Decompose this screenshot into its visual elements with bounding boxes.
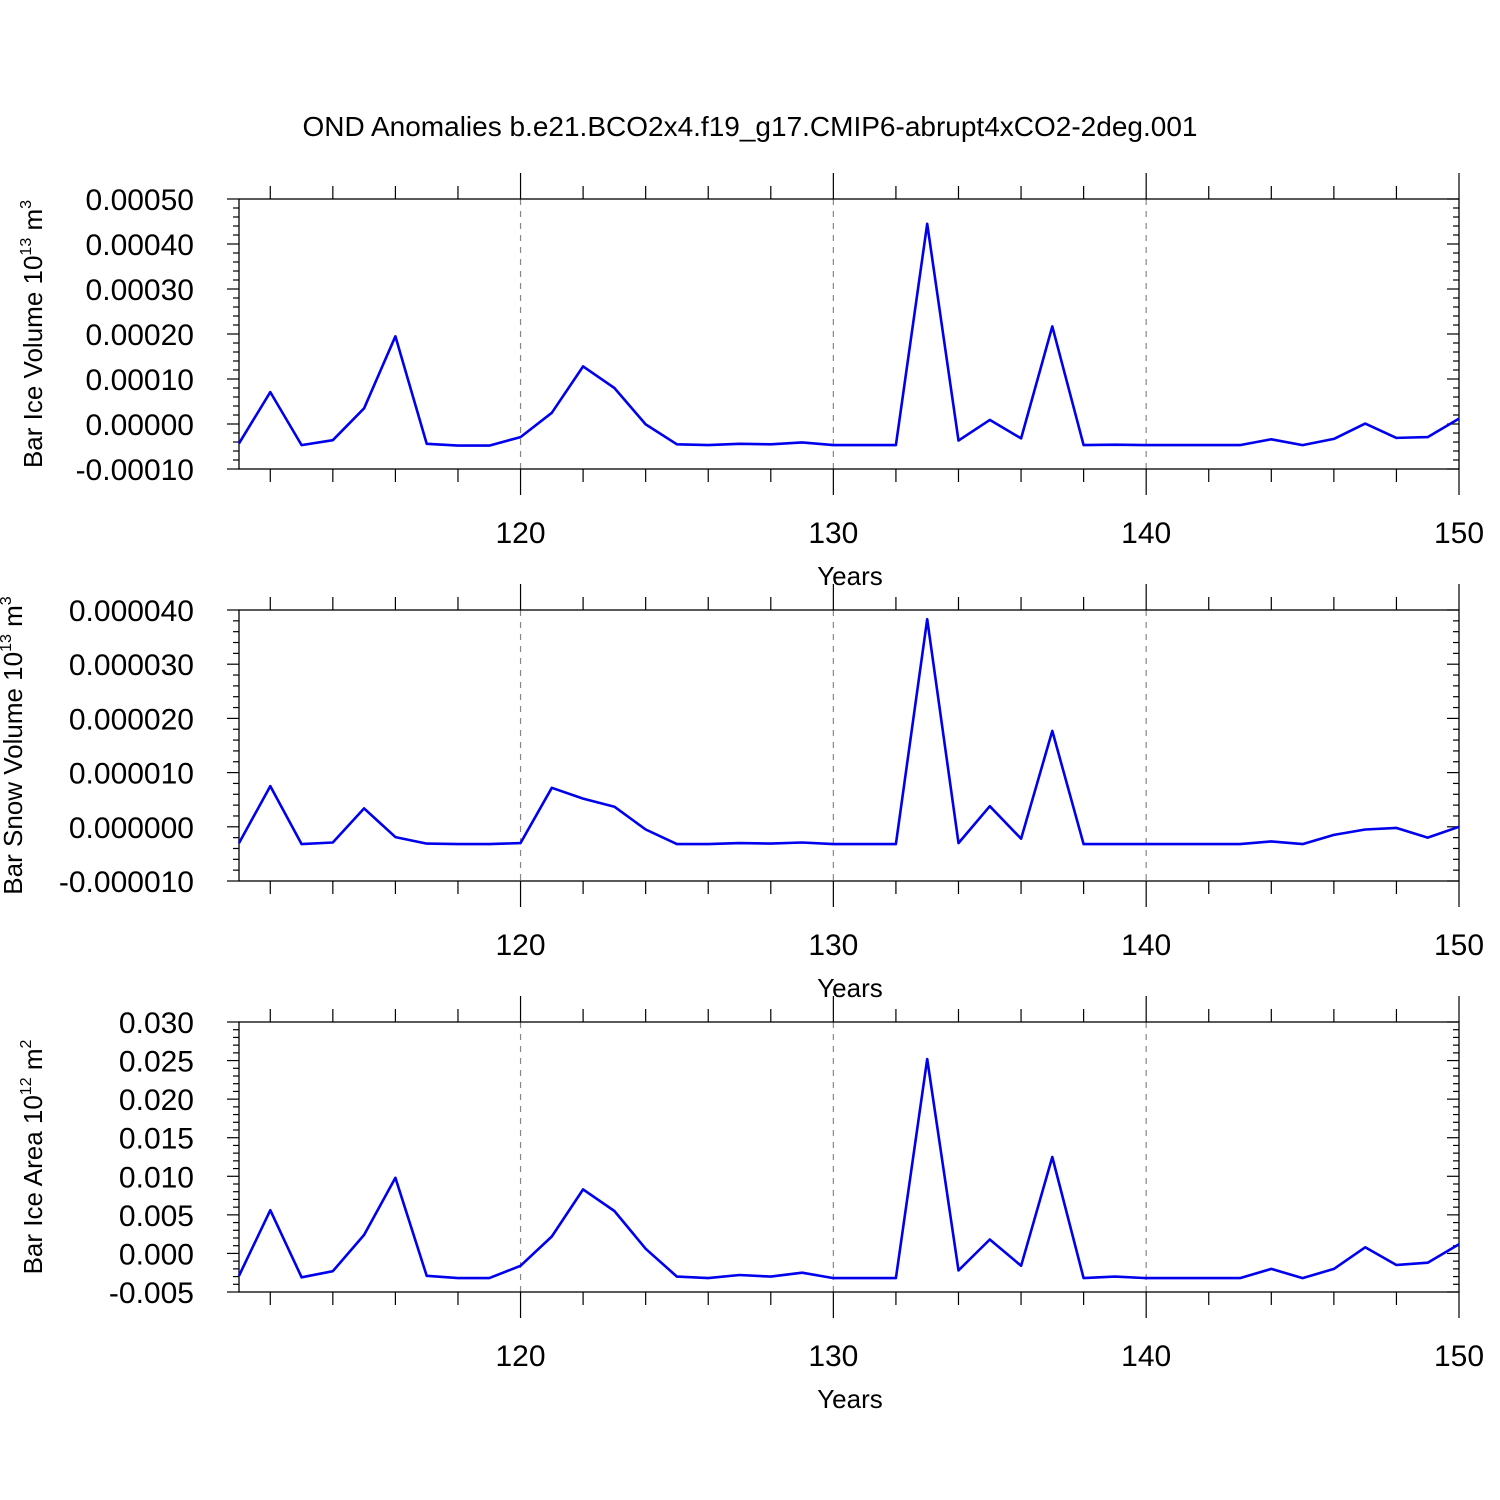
y-tick-label: 0.015: [119, 1123, 194, 1156]
y-axis-label-superscript: 13: [0, 634, 15, 652]
y-tick-label: 0.00030: [86, 274, 194, 307]
y-axis-label-superscript: 13: [18, 238, 35, 256]
y-tick-label: 0.000: [119, 1238, 194, 1271]
y-axis-label-part: m: [18, 1048, 48, 1077]
y-tick-label: 0.00050: [86, 184, 194, 217]
x-axis-label: Years: [817, 561, 883, 591]
x-axis-label: Years: [817, 973, 883, 1003]
y-tick-label: 0.005: [119, 1200, 194, 1233]
y-tick-label: 0.000000: [69, 812, 194, 845]
y-tick-label: 0.000040: [69, 595, 194, 628]
y-axis-label-superscript: 3: [18, 200, 35, 209]
y-tick-label: -0.005: [109, 1277, 194, 1310]
plot-frame: [238, 1021, 1460, 1293]
panels: -0.00010 0.00000 0.00010 0.00020 0.00030 0.00…: [0, 173, 1484, 1414]
y-axis-label: Bar Snow Volume 1013 m3: [0, 596, 28, 895]
y-tick-label: 0.00010: [86, 364, 194, 397]
y-tick-label: 0.025: [119, 1046, 194, 1079]
x-tick-label: 120: [496, 517, 546, 550]
y-axis-label-part: m: [18, 209, 48, 238]
y-tick-label: 0.00040: [86, 229, 194, 262]
data-series-line: [237, 617, 1460, 846]
x-tick-label: 130: [808, 1340, 858, 1373]
x-tick-label: 150: [1434, 517, 1484, 550]
plot-frame: [238, 609, 1460, 882]
y-tick-label: -0.00010: [76, 454, 194, 487]
x-axis-label: Years: [817, 1384, 883, 1414]
y-tick-label: 0.000030: [69, 649, 194, 682]
y-tick-label: 0.020: [119, 1084, 194, 1117]
x-tick-label: 150: [1434, 1340, 1484, 1373]
y-tick-label: 0.00020: [86, 319, 194, 352]
x-tick-label: 130: [808, 517, 858, 550]
y-tick-label: 0.00000: [86, 409, 194, 442]
x-tick-label: 120: [496, 1340, 546, 1373]
y-axis-label-part: Bar Ice Area 10: [18, 1095, 48, 1274]
x-tick-label: 140: [1121, 929, 1171, 962]
y-axis-label-superscript: 2: [18, 1039, 35, 1048]
x-tick-label: 140: [1121, 1340, 1171, 1373]
y-axis-label-part: m: [0, 605, 28, 634]
chart-title: OND Anomalies b.e21.BCO2x4.f19_g17.CMIP6…: [303, 111, 1198, 142]
y-axis-label: Bar Ice Area 1012 m2: [18, 1039, 48, 1274]
y-tick-label: 0.030: [119, 1007, 194, 1040]
y-axis-label-part: Bar Ice Volume 10: [18, 256, 48, 468]
y-axis-label: Bar Ice Volume 1013 m3: [18, 200, 48, 468]
panel-2: -0.000010 0.000000 0.000010 0.000020 0.00003…: [0, 584, 1484, 1003]
y-tick-label: -0.000010: [59, 866, 194, 899]
data-series-line: [237, 222, 1460, 447]
y-axis-label-superscript: 3: [0, 596, 15, 605]
x-tick-label: 120: [496, 929, 546, 962]
x-tick-label: 150: [1434, 929, 1484, 962]
y-axis-label-part: Bar Snow Volume 10: [0, 652, 28, 895]
y-tick-label: 0.000010: [69, 758, 194, 791]
panel-1: -0.00010 0.00000 0.00010 0.00020 0.00030 0.00…: [18, 173, 1484, 591]
y-tick-label: 0.000020: [69, 703, 194, 736]
x-tick-label: 130: [808, 929, 858, 962]
y-axis-label-superscript: 12: [18, 1077, 35, 1095]
y-tick-label: 0.010: [119, 1161, 194, 1194]
x-tick-label: 140: [1121, 517, 1171, 550]
panel-3: -0.005 0.000 0.005 0.010 0.015 0.020 0.025 0.03…: [18, 996, 1484, 1414]
data-series-line: [237, 1057, 1460, 1280]
